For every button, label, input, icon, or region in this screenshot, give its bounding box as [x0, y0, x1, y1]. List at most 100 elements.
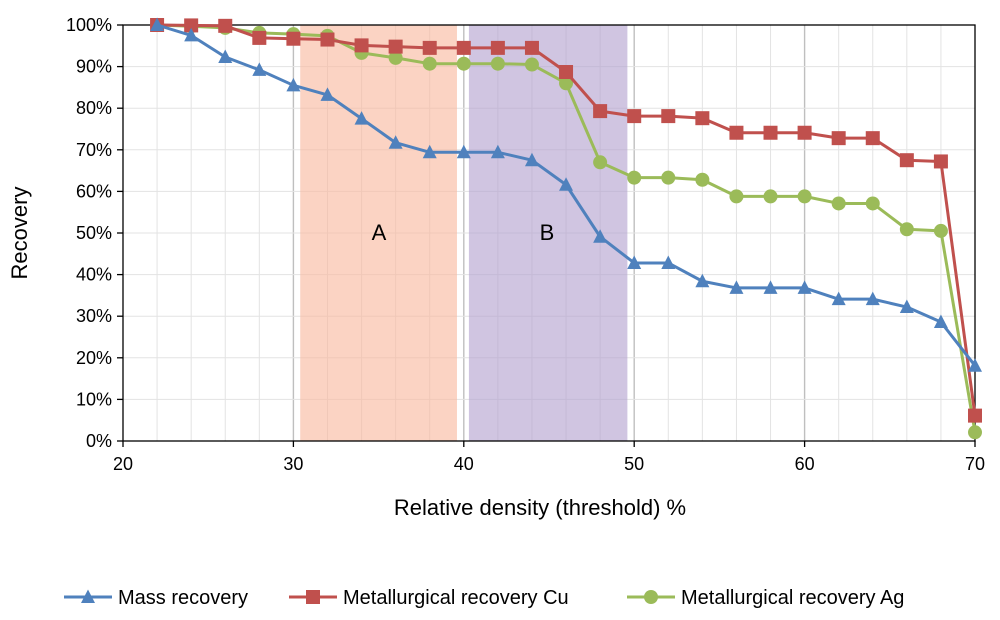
- data-point: [627, 109, 642, 124]
- legend-item-ag-recovery: Metallurgical recovery Ag: [627, 587, 904, 609]
- y-tick-label: 70%: [76, 140, 112, 160]
- series-mass-recovery: [150, 17, 982, 372]
- data-point: [456, 144, 471, 159]
- x-tick-label: 60: [795, 454, 815, 474]
- legend-marker-mass-recovery: [81, 589, 95, 603]
- data-point: [729, 125, 744, 140]
- data-point: [661, 255, 676, 269]
- data-point: [252, 62, 267, 76]
- data-point: [388, 50, 403, 65]
- data-point: [218, 49, 233, 64]
- y-axis-title: Recovery: [7, 187, 32, 280]
- data-point: [899, 153, 914, 168]
- data-point: [286, 77, 301, 92]
- legend-label-ag-recovery: Metallurgical recovery Ag: [681, 587, 904, 609]
- data-point: [933, 314, 948, 329]
- data-point: [968, 358, 982, 372]
- data-point: [968, 408, 982, 423]
- data-point: [797, 125, 812, 140]
- data-point: [422, 40, 437, 55]
- data-point: [490, 40, 505, 55]
- data-point: [320, 32, 335, 47]
- data-point: [729, 280, 744, 294]
- data-point: [422, 144, 437, 159]
- data-point: [456, 40, 471, 55]
- data-point: [899, 299, 914, 314]
- data-point: [627, 170, 642, 185]
- legend-label-cu-recovery: Metallurgical recovery Cu: [343, 587, 569, 609]
- legend-item-mass-recovery: Mass recovery: [64, 587, 248, 609]
- x-tick-label: 70: [965, 454, 985, 474]
- y-tick-label: 10%: [76, 389, 112, 409]
- data-point: [763, 280, 778, 294]
- data-point: [184, 18, 199, 33]
- data-point: [388, 135, 403, 149]
- data-point: [865, 196, 880, 211]
- data-point: [286, 31, 301, 46]
- data-point: [661, 170, 676, 185]
- data-point: [729, 189, 744, 204]
- data-point: [933, 223, 948, 238]
- data-point: [524, 57, 539, 72]
- data-point: [354, 111, 369, 125]
- legend-marker-ag-recovery: [644, 590, 658, 604]
- data-point: [899, 222, 914, 237]
- data-point: [763, 189, 778, 204]
- data-point: [320, 87, 335, 101]
- data-point: [559, 177, 574, 191]
- legend-item-cu-recovery: Metallurgical recovery Cu: [289, 587, 569, 609]
- data-point: [218, 18, 233, 33]
- data-point: [695, 273, 710, 288]
- data-point: [559, 65, 574, 80]
- data-point: [184, 27, 199, 42]
- data-point: [490, 144, 505, 159]
- data-point: [695, 172, 710, 187]
- series-layer: [150, 17, 982, 440]
- x-tick-label: 30: [283, 454, 303, 474]
- data-point: [797, 280, 812, 294]
- data-point: [354, 38, 369, 53]
- x-tick-label: 50: [624, 454, 644, 474]
- data-point: [797, 189, 812, 204]
- y-tick-label: 60%: [76, 181, 112, 201]
- data-point: [422, 56, 437, 71]
- axes: [117, 24, 976, 447]
- data-point: [627, 255, 642, 269]
- legend-label-mass-recovery: Mass recovery: [118, 587, 248, 609]
- data-point: [831, 291, 846, 306]
- data-point: [831, 131, 846, 146]
- legend: Mass recovery Metallurgical recovery Cu …: [64, 587, 904, 609]
- region-b-label: B: [540, 220, 555, 245]
- data-point: [559, 76, 574, 91]
- data-point: [695, 111, 710, 126]
- data-point: [865, 131, 880, 146]
- y-tick-label: 80%: [76, 98, 112, 118]
- data-point: [593, 104, 608, 119]
- data-point: [831, 196, 846, 211]
- y-tick-label: 30%: [76, 306, 112, 326]
- data-point: [933, 154, 948, 169]
- data-point: [490, 56, 505, 71]
- y-tick-label: 20%: [76, 348, 112, 368]
- y-tick-label: 0%: [86, 431, 112, 451]
- y-tick-label: 90%: [76, 57, 112, 77]
- y-tick-label: 100%: [66, 15, 112, 35]
- data-point: [865, 291, 880, 306]
- data-point: [763, 125, 778, 140]
- x-tick-label: 20: [113, 454, 133, 474]
- data-point: [456, 56, 471, 71]
- legend-marker-cu-recovery: [306, 590, 320, 604]
- y-tick-label: 40%: [76, 265, 112, 285]
- region-a-label: A: [372, 220, 387, 245]
- data-point: [524, 152, 539, 167]
- data-point: [252, 30, 267, 45]
- data-point: [524, 40, 539, 55]
- data-point: [593, 155, 608, 170]
- data-point: [661, 109, 676, 124]
- data-point: [150, 17, 165, 31]
- y-tick-label: 50%: [76, 223, 112, 243]
- data-point: [593, 229, 608, 243]
- data-point: [968, 425, 982, 440]
- data-point: [388, 39, 403, 54]
